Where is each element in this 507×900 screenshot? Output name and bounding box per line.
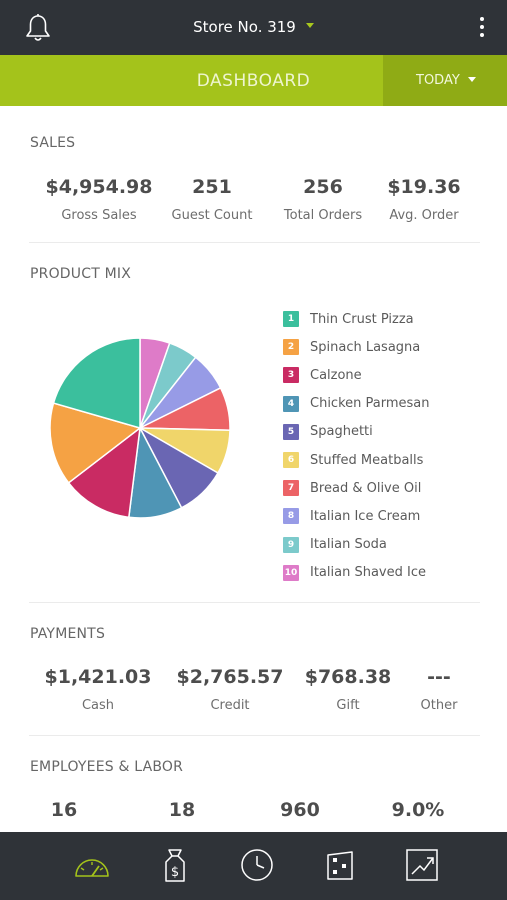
legend-number-badge: 10 [283,564,299,581]
legend-label: Bread & Olive Oil [310,480,422,496]
labor-metric: 18 [168,799,196,821]
total-orders-metric: 256 Total Orders [283,176,363,223]
legend-number-badge: 8 [283,508,299,525]
legend-label: Italian Soda [310,537,387,553]
labor-metric: 960 [280,799,320,821]
kebab-menu-icon[interactable] [479,17,485,41]
register-icon[interactable] [320,846,360,884]
gross-sales-metric: $4,954.98 Gross Sales [45,176,153,223]
other-metric: --- Other [420,666,458,713]
legend-number-badge: 6 [283,452,299,469]
gift-metric: $768.38 Gift [304,666,392,713]
divider [29,242,480,243]
legend-item: 2 Spinach Lasagna [283,333,430,361]
labor-metric: 16 [50,799,78,821]
legend-label: Thin Crust Pizza [310,311,414,327]
svg-text:$: $ [171,865,179,880]
legend-item: 9 Italian Soda [283,531,430,559]
store-label: Store No. 319 [193,18,296,36]
credit-metric: $2,765.57 Credit [176,666,284,713]
divider [29,602,480,603]
payments-section-title: PAYMENTS [30,626,106,642]
legend-item: 1 Thin Crust Pizza [283,305,430,333]
legend-item: 5 Spaghetti [283,418,430,446]
period-dropdown[interactable]: TODAY [383,55,507,106]
cash-metric: $1,421.03 Cash [44,666,152,713]
legend-number-badge: 9 [283,536,299,553]
money-bag-icon[interactable]: $ [155,846,195,884]
clock-icon[interactable] [237,846,277,884]
legend-label: Chicken Parmesan [310,396,430,412]
pie-slice [49,402,142,484]
legend-label: Spaghetti [310,424,373,440]
legend-item: 7 Bread & Olive Oil [283,474,430,502]
legend-item: 3 Calzone [283,361,430,389]
guest-count-metric: 251 Guest Count [171,176,253,223]
legend-item: 4 Chicken Parmesan [283,390,430,418]
legend-label: Italian Ice Cream [310,508,421,524]
legend-number-badge: 2 [283,339,299,356]
legend-number-badge: 5 [283,423,299,440]
divider [29,735,480,736]
bottom-nav: $ [0,832,507,900]
period-label: TODAY [416,73,460,88]
legend-label: Spinach Lasagna [310,339,421,355]
pie-slice [67,426,141,519]
caret-down-icon [467,77,476,82]
store-selector[interactable]: Store No. 319 [0,18,507,36]
legend-label: Calzone [310,367,362,383]
bell-icon[interactable] [24,13,52,43]
legend-number-badge: 3 [283,367,299,384]
labor-section-title: EMPLOYEES & LABOR [30,759,184,775]
legend-number-badge: 1 [283,311,299,328]
legend-label: Stuffed Meatballs [310,452,424,468]
product-mix-legend: 1 Thin Crust Pizza 2 Spinach Lasagna 3 Calzon… [283,305,430,587]
legend-item: 8 Italian Ice Cream [283,502,430,530]
speedometer-icon[interactable] [72,846,112,884]
labor-metric: 9.0% [391,799,445,821]
caret-down-icon [305,23,314,28]
legend-label: Italian Shaved Ice [310,565,426,581]
top-bar: Store No. 319 [0,0,507,55]
product-mix-pie-chart [49,337,231,519]
legend-item: 6 Stuffed Meatballs [283,446,430,474]
legend-item: 10 Italian Shaved Ice [283,559,430,587]
pie-slice [52,337,141,429]
page-title: DASHBOARD [196,71,311,91]
trend-chart-icon[interactable] [402,846,442,884]
legend-number-badge: 4 [283,395,299,412]
sales-section-title: SALES [30,135,76,151]
legend-number-badge: 7 [283,480,299,497]
avg-order-metric: $19.36 Avg. Order [387,176,461,223]
product-mix-section-title: PRODUCT MIX [30,266,131,282]
dashboard-bar: DASHBOARD TODAY [0,55,507,106]
